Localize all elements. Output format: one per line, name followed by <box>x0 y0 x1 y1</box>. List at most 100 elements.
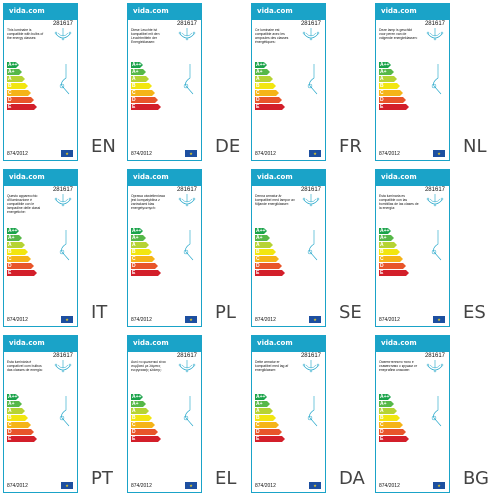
energy-label-cell: vida.com 281617 Questo apparecchio d'ill… <box>0 166 124 332</box>
energy-class-scale: A++ A+ A B C D E <box>255 394 285 443</box>
energy-class-bar: A++ <box>132 394 142 400</box>
energy-class-scale: A++ A+ A B C D E <box>255 228 285 277</box>
eu-flag-icon: ★ <box>185 316 197 323</box>
brand-suffix: .com <box>397 339 417 347</box>
energy-class-bar: A++ <box>380 394 390 400</box>
chandelier-icon <box>178 194 196 207</box>
chandelier-icon <box>178 360 196 373</box>
energy-label-card: vida.com 281617 Осветителното тяло е съв… <box>375 335 450 493</box>
energy-label-card: vida.com 281617 Αυτό το φωτιστικό είναι … <box>127 335 202 493</box>
regulation-number: 874/2012 <box>255 317 276 323</box>
energy-class-bar: A <box>255 242 273 248</box>
energy-class-bar: E <box>131 270 161 276</box>
compatibility-text: Ce luminaire est compatible avec les amp… <box>255 28 289 45</box>
compatibility-text: Questo apparecchio d'illuminazione è com… <box>7 194 41 215</box>
energy-class-bar: A+ <box>131 69 146 75</box>
energy-class-bar: B <box>379 83 400 89</box>
product-sku: 281617 <box>176 353 197 359</box>
energy-class-scale: A++ A+ A B C D E <box>379 228 409 277</box>
energy-class-bar: A <box>131 408 149 414</box>
brand-name: vida <box>9 173 26 181</box>
lamp-arrow-icon <box>431 396 442 427</box>
brand-name: vida <box>257 7 274 15</box>
energy-class-bar: E <box>379 104 409 110</box>
eu-flag-icon: ★ <box>309 150 321 157</box>
energy-class-bar: A <box>7 242 25 248</box>
energy-label-card: vida.com 281617 Diese Leuchte ist kompat… <box>127 3 202 161</box>
brand-suffix: .com <box>397 173 417 181</box>
energy-class-bar: B <box>379 415 400 421</box>
regulation-number: 874/2012 <box>379 317 400 323</box>
regulation-number: 874/2012 <box>379 151 400 157</box>
energy-class-bar: E <box>379 270 409 276</box>
lamp-arrow-icon <box>183 230 194 261</box>
energy-label-cell: vida.com 281617 Esta luminaria es compat… <box>372 166 496 332</box>
energy-label-cell: vida.com 281617 Diese Leuchte ist kompat… <box>124 0 248 166</box>
eu-flag-stars: ★ <box>65 483 69 488</box>
energy-class-bar: B <box>7 415 28 421</box>
language-code: DA <box>339 468 365 489</box>
energy-class-bar: A <box>131 76 149 82</box>
eu-flag-icon: ★ <box>309 482 321 489</box>
energy-class-scale: A++ A+ A B C D E <box>255 62 285 111</box>
lamp-arrow-icon <box>431 64 442 95</box>
energy-class-bar: C <box>379 90 403 96</box>
energy-class-bar: B <box>131 83 152 89</box>
energy-class-bar: A+ <box>255 235 270 241</box>
brand-name: vida <box>133 7 150 15</box>
energy-class-bar: A <box>131 242 149 248</box>
regulation-number: 874/2012 <box>379 483 400 489</box>
energy-class-bar: C <box>379 256 403 262</box>
eu-flag-icon: ★ <box>433 316 445 323</box>
product-sku: 281617 <box>300 187 321 193</box>
regulation-number: 874/2012 <box>255 483 276 489</box>
energy-label-card: vida.com 281617 Ce luminaire est compati… <box>251 3 326 161</box>
energy-label-cell: vida.com 281617 Осветителното тяло е съв… <box>372 332 496 498</box>
energy-class-bar: A+ <box>7 69 22 75</box>
energy-class-bar: A+ <box>379 235 394 241</box>
energy-class-bar: C <box>255 256 279 262</box>
brand-logo: vida.com <box>255 172 295 183</box>
energy-class-bar: E <box>7 436 37 442</box>
energy-class-bar: A+ <box>255 69 270 75</box>
energy-class-bar: C <box>7 90 31 96</box>
regulation-number: 874/2012 <box>7 317 28 323</box>
energy-label-cell: vida.com 281617 Deze lamp is geschikt vo… <box>372 0 496 166</box>
brand-logo: vida.com <box>7 6 47 17</box>
compatibility-text: Diese Leuchte ist kompatibel mit den Leu… <box>131 28 160 45</box>
energy-class-scale: A++ A+ A B C D E <box>379 62 409 111</box>
compatibility-text: Esta luminária é compatível com bulbos d… <box>7 360 43 373</box>
energy-class-bar: A++ <box>132 228 142 234</box>
language-code: FR <box>339 136 362 157</box>
energy-class-bar: C <box>7 256 31 262</box>
energy-class-scale: A++ A+ A B C D E <box>131 228 161 277</box>
lamp-arrow-icon <box>431 230 442 261</box>
brand-suffix: .com <box>149 7 169 15</box>
brand-name: vida <box>9 7 26 15</box>
energy-class-bar: C <box>7 422 31 428</box>
eu-flag-stars: ★ <box>313 317 317 322</box>
language-code: IT <box>91 302 108 323</box>
brand-name: vida <box>9 339 26 347</box>
energy-class-bar: A++ <box>380 62 390 68</box>
product-sku: 281617 <box>424 21 445 27</box>
energy-class-bar: A++ <box>380 228 390 234</box>
lamp-arrow-icon <box>307 396 318 427</box>
energy-class-bar: A <box>379 408 397 414</box>
language-code: ES <box>463 302 486 323</box>
chandelier-icon <box>178 28 196 41</box>
eu-flag-icon: ★ <box>185 482 197 489</box>
brand-name: vida <box>133 339 150 347</box>
brand-name: vida <box>381 173 398 181</box>
chandelier-icon <box>54 28 72 41</box>
brand-name: vida <box>257 339 274 347</box>
compatibility-text: Oprawa oświetleniowa jest kompatybilna z… <box>131 194 165 211</box>
chandelier-icon <box>426 360 444 373</box>
brand-logo: vida.com <box>131 6 171 17</box>
eu-flag-icon: ★ <box>433 150 445 157</box>
eu-flag-stars: ★ <box>189 317 193 322</box>
energy-label-cell: vida.com 281617 Dette armatur er kompati… <box>248 332 372 498</box>
energy-class-bar: A++ <box>132 62 142 68</box>
eu-flag-icon: ★ <box>185 150 197 157</box>
compatibility-text: Deze lamp is geschikt voor peren van de … <box>379 28 418 41</box>
